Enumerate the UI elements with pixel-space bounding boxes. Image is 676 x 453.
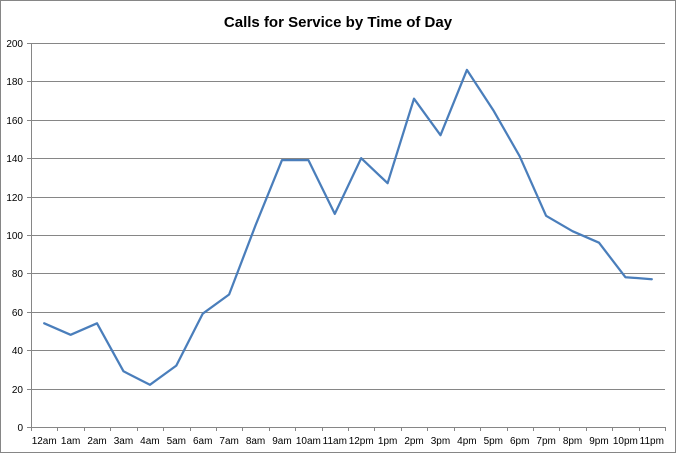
series-line-0 [43, 68, 653, 386]
x-tick-label: 11pm [640, 436, 664, 447]
x-tick-label: 1am [61, 436, 80, 447]
data-point [438, 133, 443, 138]
x-tick-label: 9pm [589, 436, 608, 447]
data-point [517, 154, 522, 159]
x-tick-label: 10am [296, 436, 321, 447]
y-axis-ticks: 0 20 40 60 80 100 120 140 160 180 200 [6, 39, 31, 434]
x-tick-label: 6pm [510, 436, 529, 447]
data-point [332, 211, 337, 216]
x-tick-label: 3pm [431, 436, 450, 447]
x-tick-label: 5am [167, 436, 186, 447]
x-tick-label: 5pm [484, 436, 503, 447]
x-tick-label: 4am [140, 436, 159, 447]
data-point [385, 181, 390, 186]
chart-title: Calls for Service by Time of Day [224, 14, 453, 31]
data-point [174, 363, 179, 368]
series-layer [42, 67, 654, 387]
x-tick-label: 4pm [457, 436, 476, 447]
data-point [596, 240, 601, 245]
data-point [649, 277, 654, 282]
data-point [147, 382, 152, 387]
x-tick-label: 3am [114, 436, 133, 447]
gridlines [31, 43, 665, 428]
y-tick-label: 140 [6, 154, 23, 165]
data-point [491, 108, 496, 113]
y-tick-label: 160 [6, 116, 23, 127]
x-tick-label: 12am [32, 436, 57, 447]
data-point [95, 321, 100, 326]
data-point [200, 311, 205, 316]
data-point [544, 213, 549, 218]
x-tick-label: 6am [193, 436, 212, 447]
y-tick-label: 120 [6, 193, 23, 204]
data-point [227, 292, 232, 297]
data-point [121, 369, 126, 374]
data-point [68, 332, 73, 337]
x-tick-label: 2am [87, 436, 106, 447]
y-tick-label: 180 [6, 77, 23, 88]
y-tick-label: 0 [17, 423, 23, 434]
y-tick-label: 40 [12, 346, 24, 357]
y-tick-label: 100 [6, 231, 23, 242]
y-tick-label: 80 [12, 269, 24, 280]
x-tick-label: 8pm [563, 436, 582, 447]
data-point [412, 96, 417, 101]
x-tick-label: 12pm [349, 436, 374, 447]
data-point [253, 223, 258, 228]
x-axis-ticks: 12am 1am 2am 3am 4am 5am 6am 7am 8am 9am 10am 11am 1… [31, 427, 666, 447]
x-tick-label: 8am [246, 436, 265, 447]
x-tick-label: 7pm [536, 436, 555, 447]
data-point [623, 275, 628, 280]
x-tick-label: 11am [323, 436, 347, 447]
x-tick-label: 7am [219, 436, 238, 447]
x-tick-label: 2pm [404, 436, 423, 447]
data-point [42, 321, 47, 326]
y-tick-label: 200 [6, 39, 23, 50]
data-point [464, 67, 469, 72]
x-tick-label: 9am [272, 436, 291, 447]
data-point [570, 229, 575, 234]
x-tick-label: 10pm [613, 436, 638, 447]
data-point [306, 158, 311, 163]
data-point [359, 156, 364, 161]
y-tick-label: 20 [12, 385, 24, 396]
x-tick-label: 1pm [378, 436, 397, 447]
data-point [279, 158, 284, 163]
y-tick-label: 60 [12, 308, 24, 319]
